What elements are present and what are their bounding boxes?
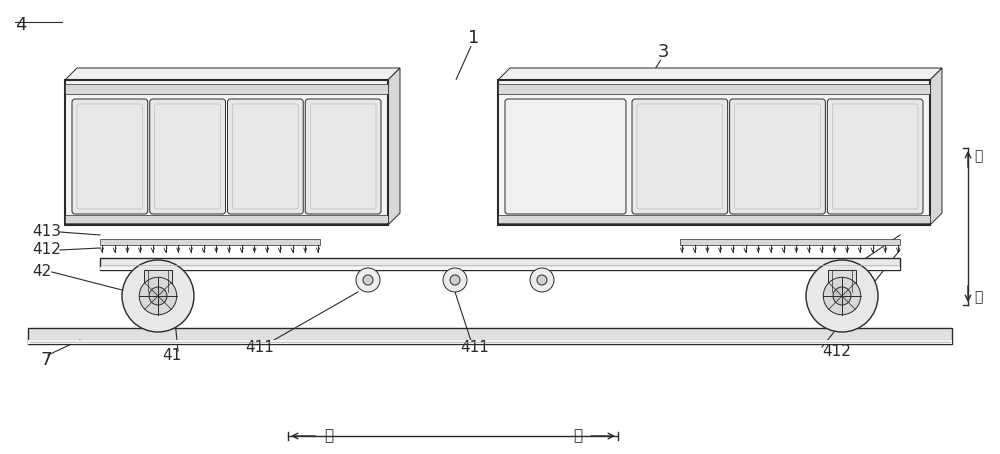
Text: 42: 42 xyxy=(32,265,51,280)
Circle shape xyxy=(537,275,547,285)
Text: 7: 7 xyxy=(40,351,52,369)
Text: 41: 41 xyxy=(162,349,181,364)
Bar xyxy=(144,270,172,292)
Bar xyxy=(828,270,856,292)
Bar xyxy=(28,328,952,344)
Bar xyxy=(65,215,388,223)
FancyBboxPatch shape xyxy=(305,99,381,214)
Circle shape xyxy=(450,275,460,285)
Text: 1: 1 xyxy=(468,29,479,47)
Bar xyxy=(28,340,952,344)
Bar xyxy=(100,258,900,270)
Text: 413: 413 xyxy=(32,224,61,240)
Text: 3: 3 xyxy=(658,43,670,61)
Bar xyxy=(498,80,930,225)
Text: 左: 左 xyxy=(324,429,333,444)
Circle shape xyxy=(806,260,878,332)
Text: 4: 4 xyxy=(15,16,26,34)
Text: 上: 上 xyxy=(974,149,982,163)
Text: 右: 右 xyxy=(573,429,582,444)
FancyBboxPatch shape xyxy=(228,99,303,214)
Polygon shape xyxy=(65,68,400,80)
Polygon shape xyxy=(498,68,942,80)
Bar xyxy=(498,84,930,94)
Text: 下: 下 xyxy=(974,290,982,304)
FancyBboxPatch shape xyxy=(632,99,728,214)
Text: 2: 2 xyxy=(68,131,80,149)
Circle shape xyxy=(833,287,851,305)
Text: 411: 411 xyxy=(245,340,274,355)
Circle shape xyxy=(149,287,167,305)
Circle shape xyxy=(122,260,194,332)
Circle shape xyxy=(443,268,467,292)
Polygon shape xyxy=(388,68,400,225)
Text: 412: 412 xyxy=(32,242,61,257)
Circle shape xyxy=(363,275,373,285)
Bar xyxy=(498,215,930,223)
FancyBboxPatch shape xyxy=(730,99,825,214)
Bar xyxy=(65,80,388,225)
Circle shape xyxy=(356,268,380,292)
Circle shape xyxy=(823,277,861,315)
Bar xyxy=(65,84,388,94)
Text: 413: 413 xyxy=(822,281,851,296)
FancyBboxPatch shape xyxy=(827,99,923,214)
Circle shape xyxy=(530,268,554,292)
Bar xyxy=(100,267,900,270)
FancyBboxPatch shape xyxy=(150,99,226,214)
Circle shape xyxy=(139,277,177,315)
FancyBboxPatch shape xyxy=(72,99,148,214)
Bar xyxy=(680,239,900,245)
FancyBboxPatch shape xyxy=(505,99,626,214)
Bar xyxy=(100,239,320,245)
Polygon shape xyxy=(930,68,942,225)
Text: 411: 411 xyxy=(460,340,489,355)
Text: 412: 412 xyxy=(822,345,851,360)
